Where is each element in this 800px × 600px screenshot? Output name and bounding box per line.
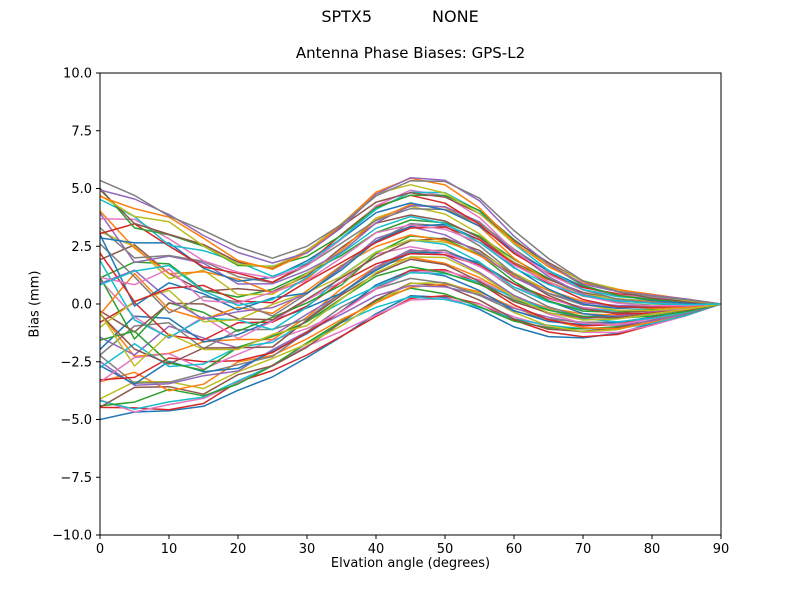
series-line-18 [100,281,721,400]
y-axis-label: Bias (mm) [27,270,43,338]
x-tick-label: 20 [230,542,247,557]
x-axis-label: Elvation angle (degrees) [330,556,491,571]
x-tick-label: 70 [575,542,592,557]
series-line-49 [100,215,721,307]
series-line-6 [100,298,721,413]
series-line-13 [100,252,721,341]
series-line-46 [100,224,721,307]
series-line-40 [100,223,721,311]
series-line-21 [100,283,721,392]
chart-title: Antenna Phase Biases: GPS-L2 [295,44,526,62]
y-tick-label: −10.0 [52,529,92,544]
x-tick-label: 10 [161,542,178,557]
series-line-4 [100,248,721,356]
y-tick-label: −2.5 [60,355,92,370]
series-line-28 [100,238,721,328]
x-axis: 0 10 20 30 40 50 60 70 80 90 [96,535,729,557]
x-tick-label: 40 [368,542,385,557]
y-tick-label: 5.0 [71,182,92,197]
suptitle-mode: NONE [432,7,479,26]
y-axis: 10.0 7.5 5.0 2.5 0.0 −2.5 −5.0 −7.5 −10.0 [52,67,100,544]
x-tick-label: 30 [299,542,316,557]
y-tick-label: −7.5 [60,471,92,486]
y-tick-label: 0.0 [71,298,92,313]
x-tick-label: 50 [437,542,454,557]
x-tick-label: 60 [506,542,523,557]
x-tick-label: 0 [96,542,104,557]
series-line-25 [100,237,721,333]
series-line-48 [100,256,721,367]
series-line-39 [100,271,721,369]
y-tick-label: 2.5 [71,240,92,255]
series-line-43 [100,226,721,309]
x-tick-label: 80 [644,542,661,557]
x-tick-label: 90 [713,542,730,557]
suptitle-station: SPTX5 [321,7,373,26]
series-line-3 [100,295,721,411]
series-line-45 [100,258,721,365]
y-tick-label: 7.5 [71,124,92,139]
series-group [100,176,721,421]
series-line-42 [100,265,721,372]
series-line-0 [100,295,721,421]
series-line-47 [100,179,721,305]
axes-border [99,72,722,536]
suptitle: SPTX5 NONE [0,8,800,26]
y-tick-label: −5.0 [60,413,92,428]
series-line-8 [100,205,721,305]
y-tick-label: 10.0 [63,67,92,82]
